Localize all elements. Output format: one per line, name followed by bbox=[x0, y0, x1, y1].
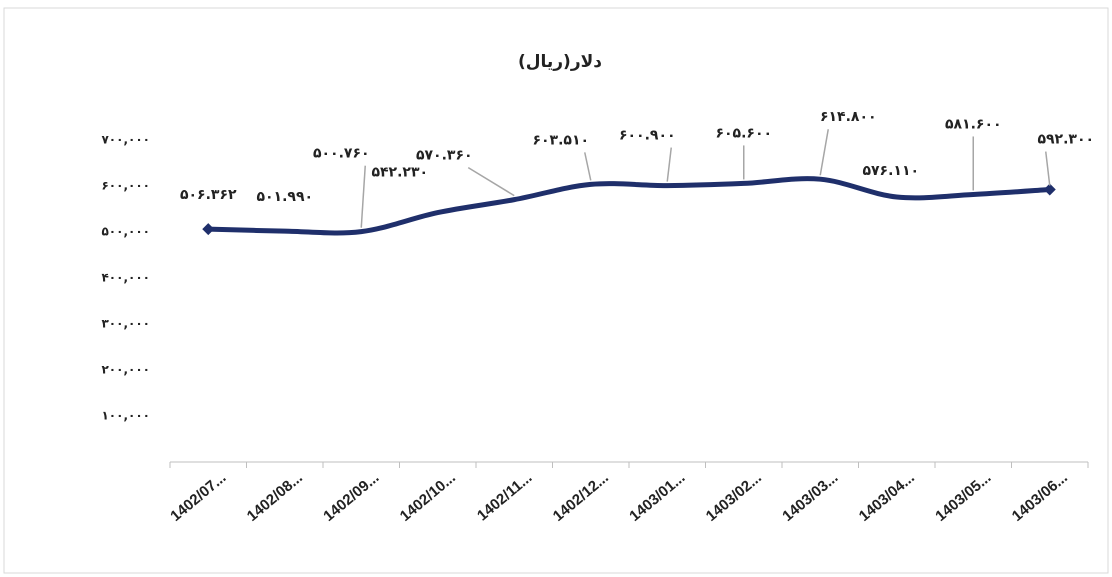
leader-line bbox=[584, 152, 592, 181]
leader-line bbox=[819, 129, 829, 176]
chart-title: دلار(ریال) bbox=[518, 52, 602, 72]
data-label: ۵۰۶.۳۶۲ bbox=[180, 187, 237, 203]
marker bbox=[202, 223, 215, 236]
data-label: ۶۰۵.۶۰۰ bbox=[715, 125, 772, 141]
chart-frame bbox=[3, 7, 1109, 574]
y-tick-label: ۴۰۰,۰۰۰ bbox=[101, 271, 150, 285]
y-tick-label: ۲۰۰,۰۰۰ bbox=[101, 363, 150, 377]
data-label: ۵۹۲.۳۰۰ bbox=[1037, 132, 1094, 148]
data-label: ۵۸۱.۶۰۰ bbox=[945, 116, 1002, 132]
y-tick-label: ۱۰۰,۰۰۰ bbox=[101, 409, 150, 423]
y-tick-label: ۳۰۰,۰۰۰ bbox=[101, 317, 150, 331]
data-label: ۶۰۳.۵۱۰ bbox=[532, 132, 589, 148]
leader-line bbox=[360, 165, 366, 228]
y-tick-label: ۶۰۰,۰۰۰ bbox=[101, 179, 150, 193]
data-label: ۵۴۲.۲۳۰ bbox=[371, 165, 428, 181]
data-label: ۵۷۶.۱۱۰ bbox=[862, 163, 919, 179]
leader-line bbox=[467, 166, 515, 197]
line-series bbox=[205, 176, 1053, 236]
data-label: ۶۰۰.۹۰۰ bbox=[619, 128, 676, 144]
data-label: ۵۰۱.۹۹۰ bbox=[256, 189, 313, 205]
data-label: ۶۱۴.۸۰۰ bbox=[820, 109, 877, 125]
marker bbox=[1043, 183, 1056, 196]
leader-line bbox=[1045, 151, 1051, 186]
data-label: ۵۰۰.۷۶۰ bbox=[313, 146, 370, 162]
leader-line bbox=[666, 147, 672, 182]
data-label: ۵۷۰.۳۶۰ bbox=[416, 148, 473, 164]
y-tick-label: ۷۰۰,۰۰۰ bbox=[101, 133, 150, 147]
y-tick-label: ۵۰۰,۰۰۰ bbox=[101, 225, 150, 239]
